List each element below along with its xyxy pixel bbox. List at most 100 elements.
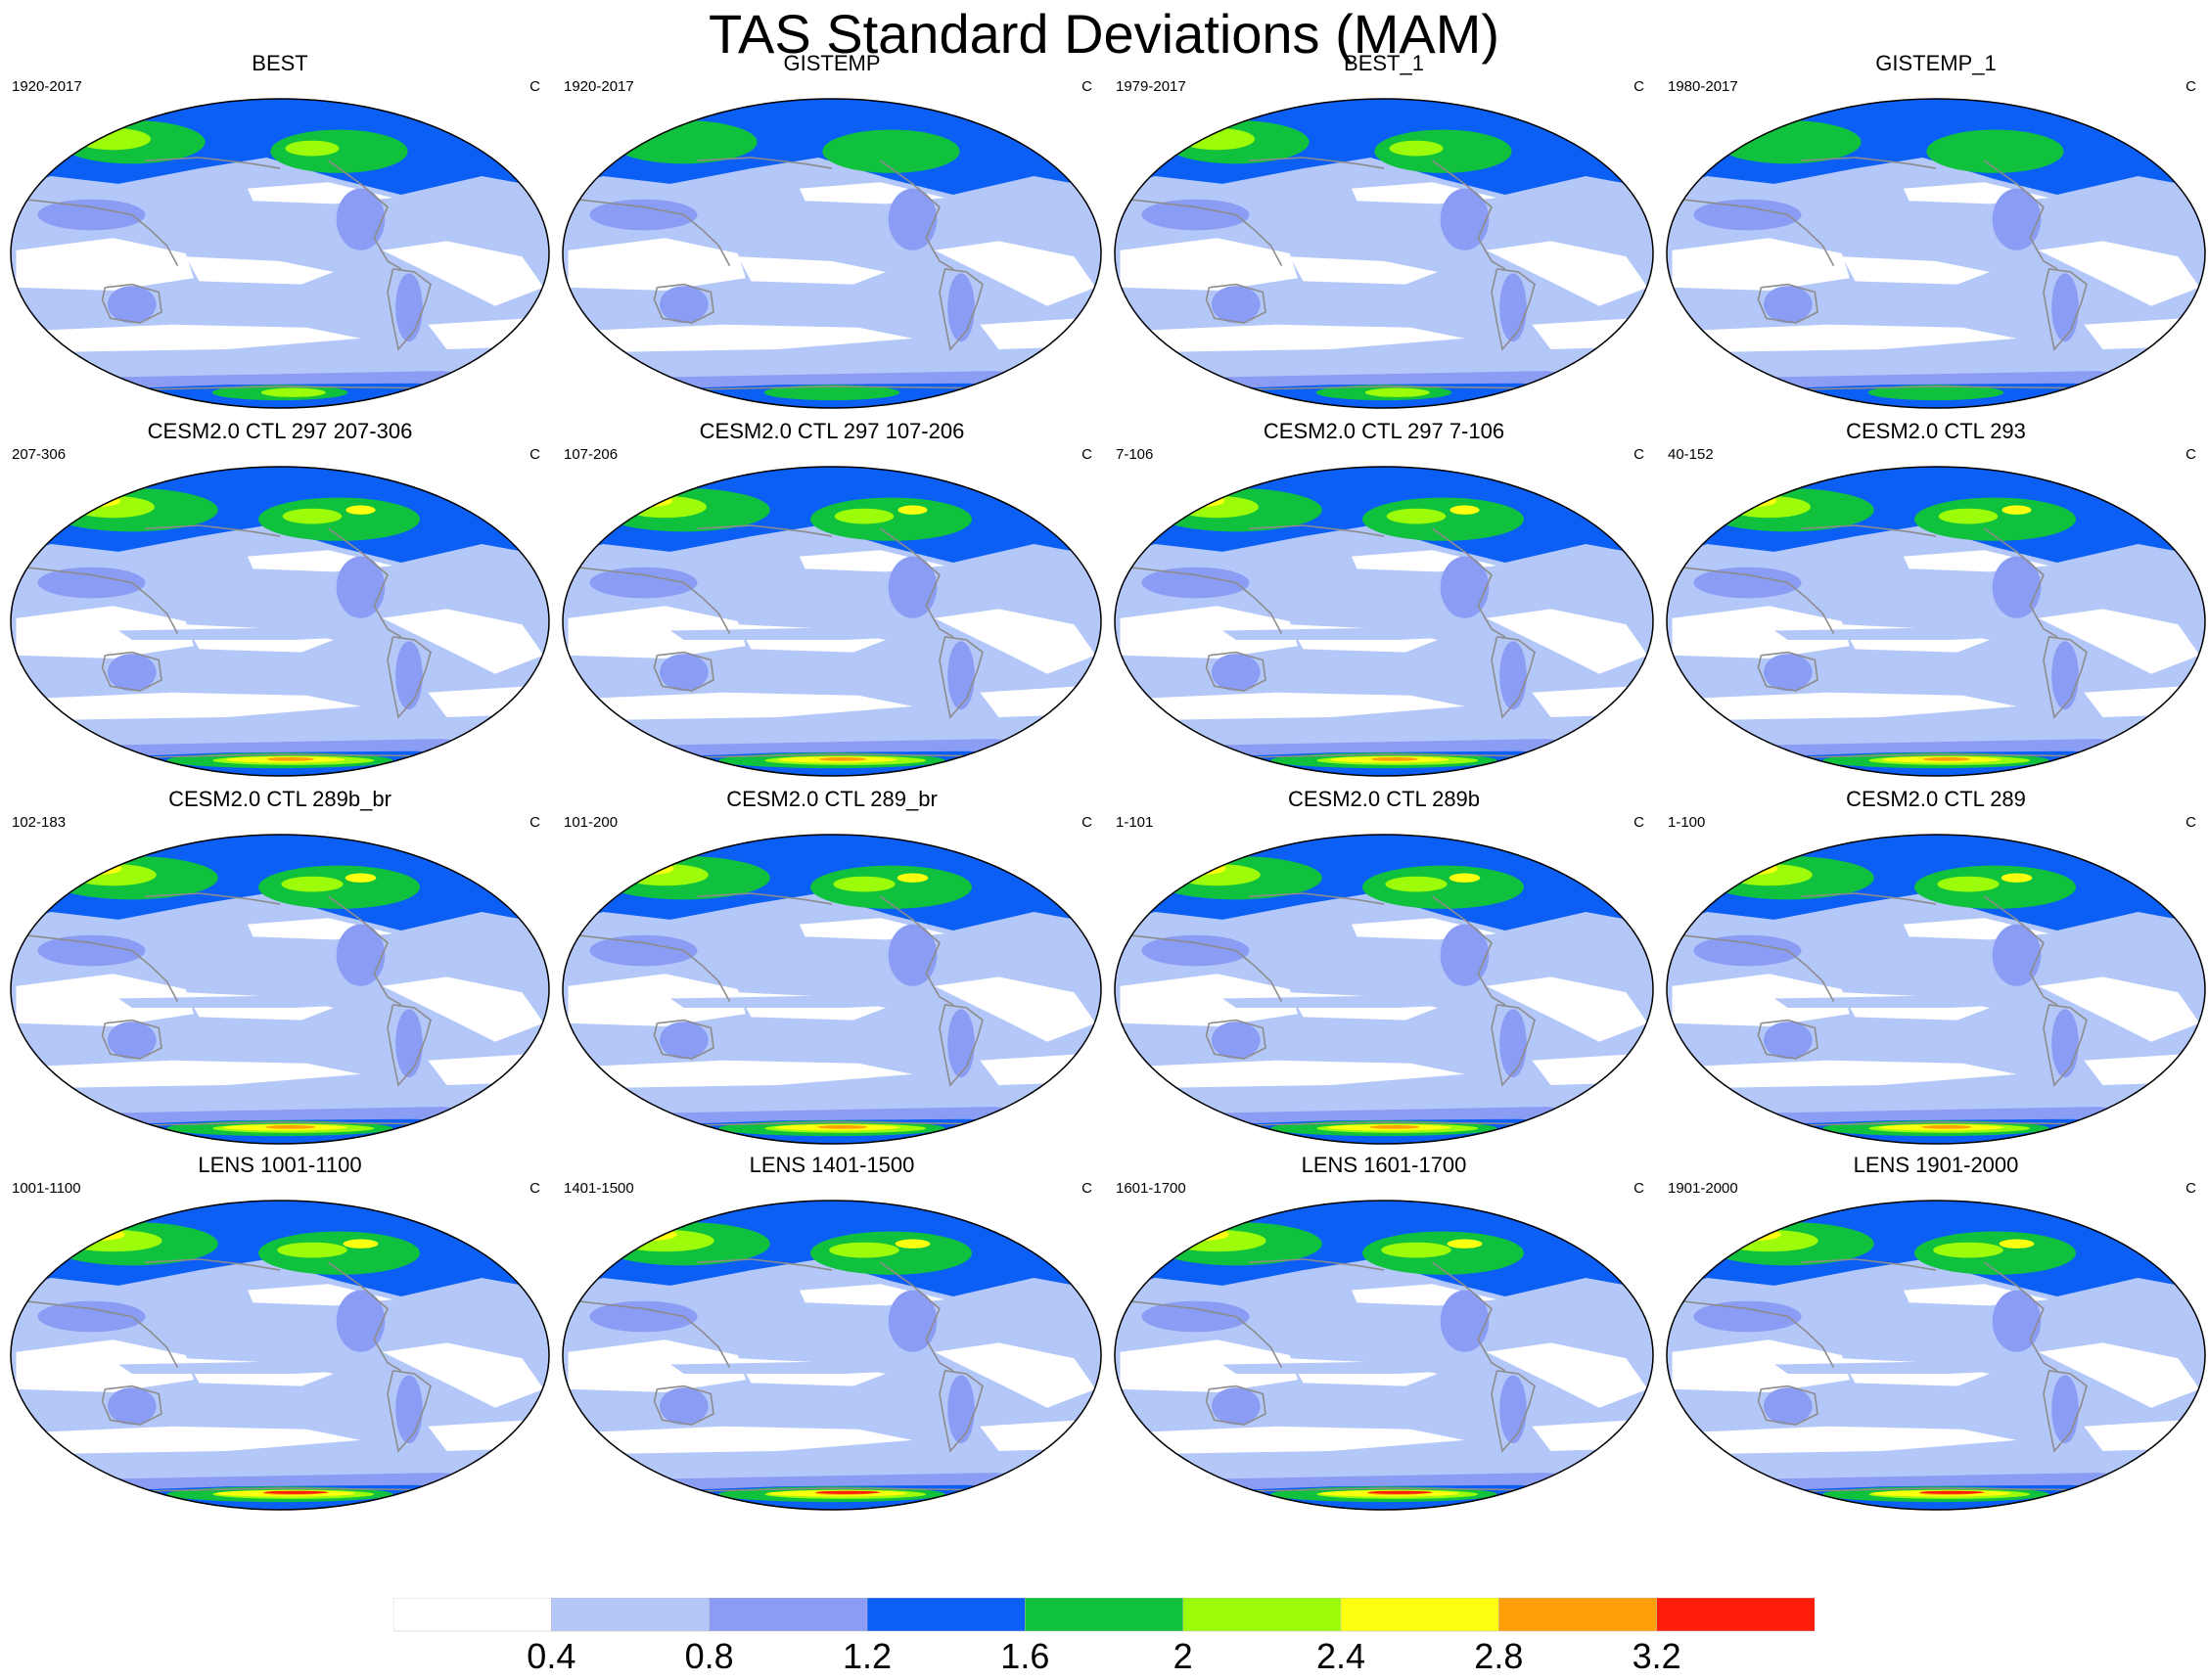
north-america-lime-field bbox=[281, 876, 344, 892]
low-std-region bbox=[1120, 606, 1298, 658]
equatorial-band bbox=[670, 995, 913, 1008]
low-std-region bbox=[382, 976, 544, 1042]
equatorial-band bbox=[670, 627, 913, 640]
map-plot bbox=[10, 1200, 550, 1511]
north-america-lime-field bbox=[1937, 876, 2000, 892]
low-std-region bbox=[1672, 974, 1850, 1026]
low-std-region bbox=[1486, 241, 1648, 306]
antarctic-orange-field bbox=[1922, 757, 1971, 761]
low-std-region bbox=[1688, 1060, 2017, 1089]
map-panel: CESM2.0 CTL 297 107-206 107-206 C bbox=[556, 419, 1108, 783]
panel-units: C bbox=[1081, 446, 1092, 463]
north-america-field bbox=[1440, 188, 1490, 250]
colorbar-tick-label: 1.6 bbox=[1000, 1636, 1050, 1676]
equatorial-band bbox=[1774, 627, 2017, 640]
map-panel: LENS 1901-2000 1901-2000 C bbox=[1660, 1153, 2208, 1517]
colorbar-tick-label: 2.8 bbox=[1474, 1636, 1524, 1676]
north-america-field bbox=[336, 924, 386, 986]
map-plot bbox=[1666, 834, 2206, 1145]
antarctic-orange-field bbox=[818, 757, 867, 761]
antarctic-orange-field bbox=[265, 1125, 316, 1129]
eurasia-orange-field bbox=[67, 1223, 95, 1234]
map-outline bbox=[1114, 98, 1654, 409]
low-std-region bbox=[185, 256, 334, 285]
eurasia-yellow-field bbox=[69, 1228, 125, 1242]
equatorial-band bbox=[1222, 627, 1465, 640]
map-plot bbox=[1114, 834, 1654, 1145]
north-america-yellow-field bbox=[2001, 505, 2032, 515]
asia-field bbox=[37, 199, 146, 231]
north-america-lime-field bbox=[282, 508, 343, 524]
panel-units: C bbox=[1081, 78, 1092, 95]
map-outline bbox=[10, 1200, 550, 1511]
north-america-green-field bbox=[1926, 129, 2064, 173]
asia-field bbox=[589, 199, 698, 231]
panel-units: C bbox=[1081, 814, 1092, 831]
antarctic-orange-field bbox=[1369, 1125, 1420, 1129]
low-std-region bbox=[2038, 976, 2200, 1042]
map-outline bbox=[1666, 834, 2206, 1145]
colorbar-tick-label: 2 bbox=[1173, 1636, 1193, 1676]
panel-units: C bbox=[1633, 814, 1644, 831]
australia-field bbox=[1764, 1022, 1813, 1060]
north-america-yellow-field bbox=[895, 1239, 931, 1249]
north-america-field bbox=[1992, 556, 2042, 618]
colorbar-tick-label: 1.2 bbox=[842, 1636, 893, 1676]
panel-units: C bbox=[1633, 1180, 1644, 1197]
map-panel: CESM2.0 CTL 297 7-106 7-106 C bbox=[1108, 419, 1660, 783]
north-america-yellow-field bbox=[1999, 1239, 2035, 1249]
north-america-yellow-field bbox=[1449, 505, 1480, 515]
panel-units: C bbox=[529, 814, 540, 831]
low-std-region bbox=[1120, 1339, 1298, 1392]
low-std-region bbox=[16, 1339, 194, 1392]
colorbar-tick-label: 3.2 bbox=[1632, 1636, 1681, 1676]
low-std-region bbox=[568, 238, 746, 291]
north-america-field bbox=[888, 188, 938, 250]
australia-field bbox=[1212, 286, 1261, 324]
panel-period: 1001-1100 bbox=[12, 1180, 81, 1197]
low-std-region bbox=[2038, 609, 2200, 674]
low-std-region bbox=[934, 976, 1096, 1042]
panel-title: CESM2.0 CTL 289 bbox=[1846, 787, 2026, 811]
panel-period: 1-101 bbox=[1116, 814, 1154, 831]
panel-title: LENS 1001-1100 bbox=[198, 1153, 362, 1177]
australia-field bbox=[660, 654, 709, 692]
asia-field bbox=[37, 567, 146, 599]
map-outline bbox=[1666, 1200, 2206, 1511]
eurasia-yellow-field bbox=[1176, 494, 1225, 508]
low-std-region bbox=[1672, 1339, 1850, 1392]
south-america-field bbox=[1499, 273, 1527, 342]
map-outline bbox=[1114, 1200, 1654, 1511]
low-std-region bbox=[568, 1339, 746, 1392]
map-plot bbox=[1666, 1200, 2206, 1511]
north-america-yellow-field bbox=[897, 505, 928, 515]
equatorial-band bbox=[118, 1361, 361, 1374]
eurasia-red-field bbox=[69, 1224, 82, 1230]
north-america-yellow-field bbox=[345, 873, 377, 883]
low-std-region bbox=[16, 974, 194, 1026]
colorbar-tick-label: 0.4 bbox=[527, 1636, 576, 1676]
asia-field bbox=[37, 1300, 146, 1333]
eurasia-yellow-field bbox=[71, 862, 122, 876]
panel-period: 1-100 bbox=[1668, 814, 1706, 831]
eurasia-green-field bbox=[611, 120, 758, 164]
eurasia-yellow-field bbox=[621, 1228, 677, 1242]
north-america-lime-field bbox=[1933, 1242, 2003, 1258]
panel-title: CESM2.0 CTL 293 bbox=[1846, 419, 2026, 443]
low-std-region bbox=[1672, 606, 1850, 658]
panel-period: 207-306 bbox=[12, 446, 67, 463]
low-std-region bbox=[32, 324, 361, 353]
south-america-field bbox=[2051, 1009, 2079, 1078]
antarctic-orange-field bbox=[1921, 1125, 1972, 1129]
panel-units: C bbox=[1633, 446, 1644, 463]
south-america-field bbox=[947, 273, 975, 342]
antarctic-lime-field bbox=[260, 387, 326, 397]
asia-field bbox=[1693, 1300, 1802, 1333]
asia-field bbox=[589, 1300, 698, 1333]
south-america-field bbox=[1499, 1009, 1527, 1078]
eurasia-red-field bbox=[621, 1224, 634, 1230]
eurasia-yellow-field bbox=[623, 862, 674, 876]
map-plot bbox=[562, 98, 1102, 409]
low-std-region bbox=[1136, 692, 1465, 721]
asia-field bbox=[1141, 567, 1250, 599]
